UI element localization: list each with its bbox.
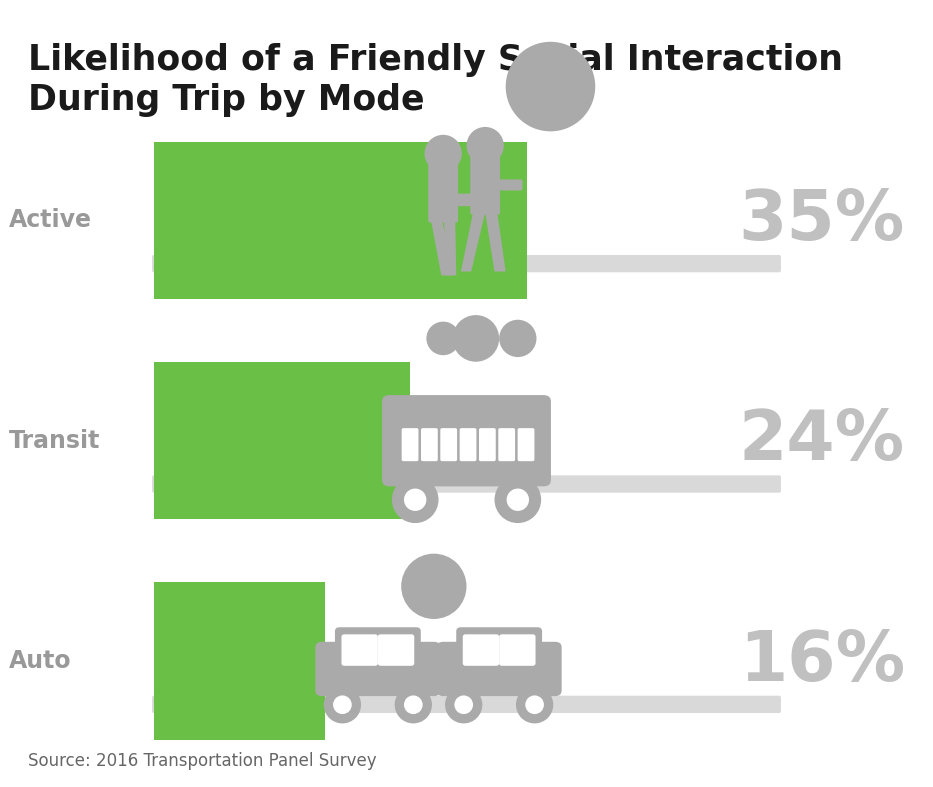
Ellipse shape [445,686,482,723]
Ellipse shape [525,696,544,714]
FancyBboxPatch shape [428,159,458,223]
FancyBboxPatch shape [152,475,781,493]
FancyBboxPatch shape [383,395,550,486]
Bar [154,582,325,740]
Text: 16%: 16% [739,627,905,695]
FancyBboxPatch shape [460,428,477,461]
Ellipse shape [507,489,529,511]
Ellipse shape [333,696,352,714]
FancyBboxPatch shape [152,255,781,272]
Text: 24%: 24% [739,407,905,475]
FancyBboxPatch shape [341,634,378,666]
Ellipse shape [499,320,536,357]
FancyBboxPatch shape [378,634,414,666]
FancyBboxPatch shape [401,428,418,461]
FancyBboxPatch shape [493,179,522,190]
FancyBboxPatch shape [463,634,499,666]
FancyBboxPatch shape [449,194,480,206]
FancyBboxPatch shape [315,642,440,696]
FancyBboxPatch shape [437,642,562,696]
FancyBboxPatch shape [440,428,457,461]
Text: Transit: Transit [9,429,101,453]
Bar [154,362,410,519]
FancyBboxPatch shape [456,627,542,673]
Ellipse shape [404,696,423,714]
FancyBboxPatch shape [421,428,438,461]
Text: Likelihood of a Friendly Social Interaction: Likelihood of a Friendly Social Interact… [28,43,843,77]
FancyBboxPatch shape [518,428,535,461]
Text: During Trip by Mode: During Trip by Mode [28,83,425,116]
Text: Auto: Auto [9,649,72,673]
FancyBboxPatch shape [335,627,421,673]
Polygon shape [444,220,456,275]
Polygon shape [461,212,485,272]
Ellipse shape [453,315,499,362]
Bar [154,142,527,299]
FancyBboxPatch shape [499,634,536,666]
Ellipse shape [395,686,432,723]
Ellipse shape [454,696,473,714]
FancyBboxPatch shape [152,696,781,713]
Ellipse shape [494,476,541,523]
Ellipse shape [404,489,426,511]
Text: Source: 2016 Transportation Panel Survey: Source: 2016 Transportation Panel Survey [28,752,377,770]
Ellipse shape [516,686,553,723]
Ellipse shape [426,322,460,355]
Polygon shape [485,212,506,272]
Ellipse shape [466,127,504,164]
FancyBboxPatch shape [470,151,500,215]
Ellipse shape [401,554,466,619]
Ellipse shape [324,686,361,723]
Text: 35%: 35% [739,187,905,254]
FancyBboxPatch shape [479,428,495,461]
FancyBboxPatch shape [498,428,515,461]
Ellipse shape [425,135,462,172]
Ellipse shape [506,42,595,131]
Text: Active: Active [9,209,92,232]
Polygon shape [431,220,453,275]
Ellipse shape [392,476,439,523]
